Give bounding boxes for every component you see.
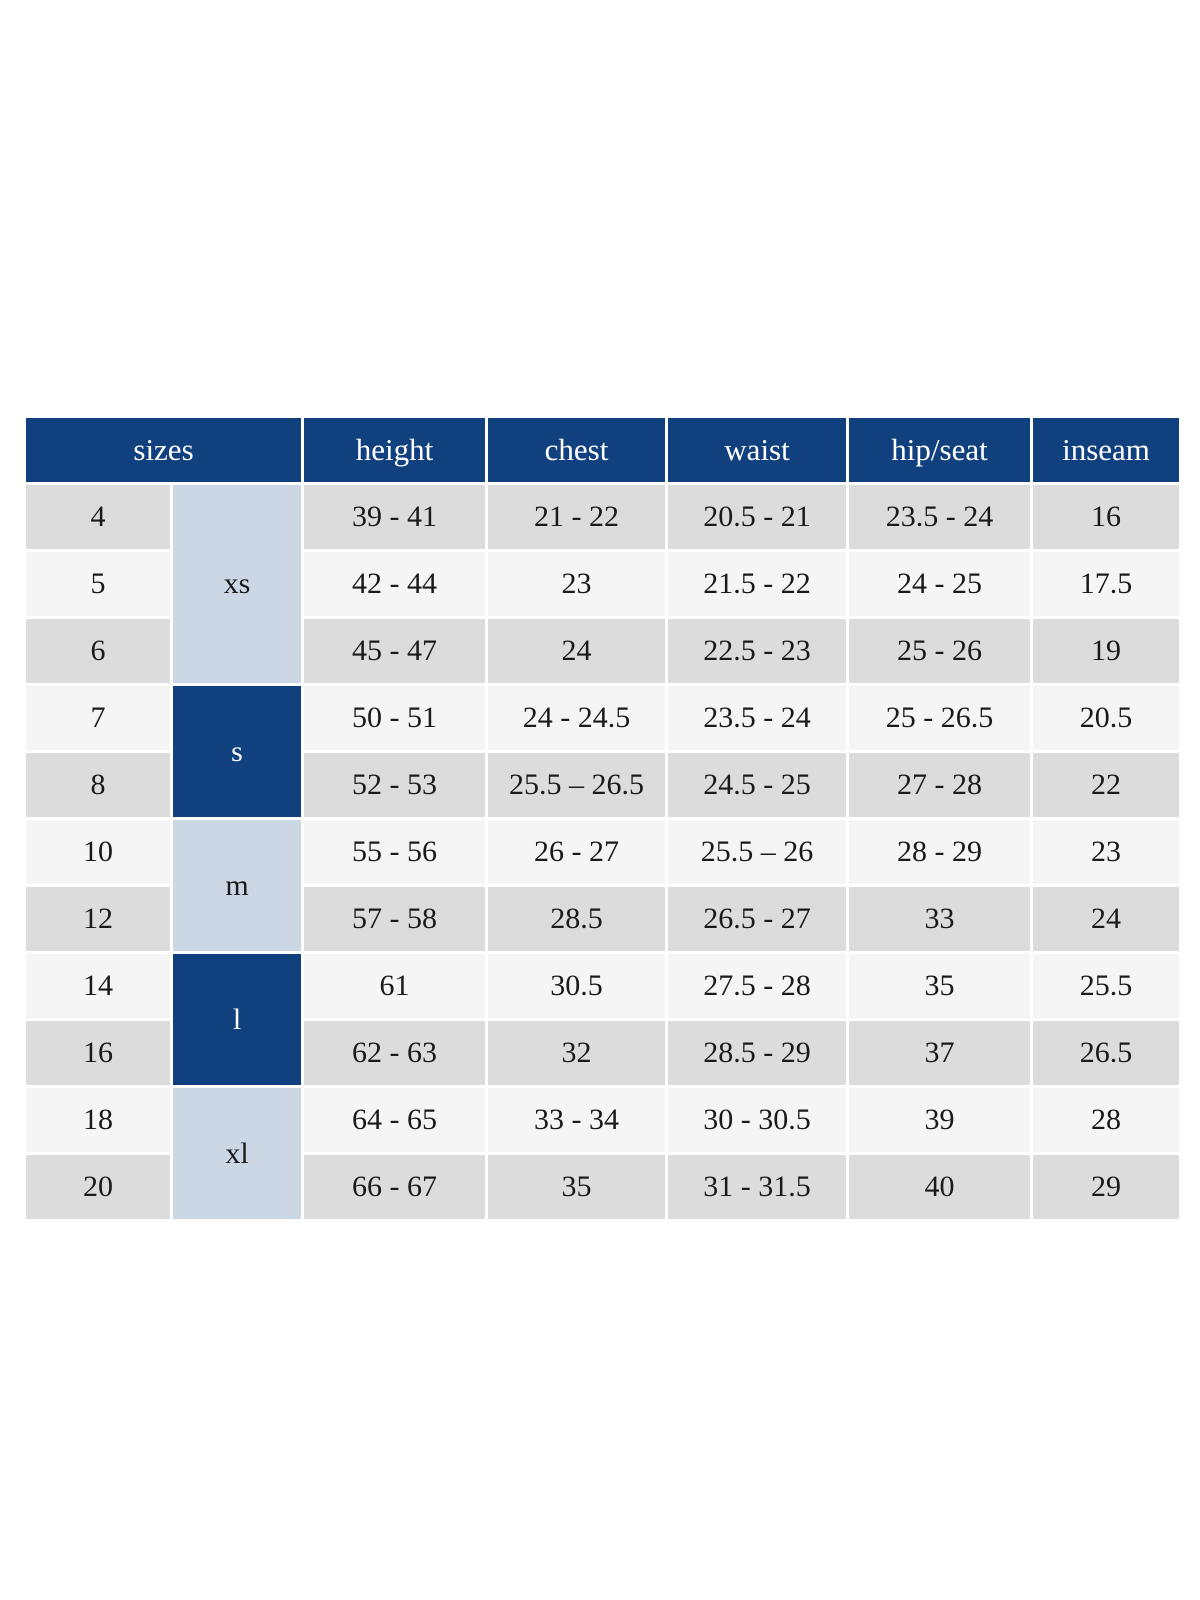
hip-seat-cell: 37 — [846, 1018, 1034, 1088]
size-cell: 4 — [23, 482, 173, 552]
height-cell: 61 — [301, 951, 489, 1021]
waist-cell: 21.5 - 22 — [665, 549, 850, 619]
waist-cell: 20.5 - 21 — [665, 482, 850, 552]
table-row: 10 m 55 - 56 26 - 27 25.5 – 26 28 - 29 2… — [23, 817, 1183, 954]
waist-cell: 27.5 - 28 — [665, 951, 850, 1021]
inseam-cell: 20.5 — [1030, 683, 1183, 753]
inseam-cell: 22 — [1030, 750, 1183, 820]
chest-cell: 24 - 24.5 — [485, 683, 669, 753]
hip-seat-cell: 28 - 29 — [846, 817, 1034, 887]
height-cell: 50 - 51 — [301, 683, 489, 753]
inseam-cell: 29 — [1030, 1152, 1183, 1222]
size-cell: 6 — [23, 616, 173, 686]
chest-cell: 30.5 — [485, 951, 669, 1021]
height-cell: 66 - 67 — [301, 1152, 489, 1222]
table-row: 12 57 - 58 28.5 26.5 - 27 33 24 — [23, 884, 1183, 954]
hip-seat-cell: 23.5 - 24 — [846, 482, 1034, 552]
hip-seat-cell: 40 — [846, 1152, 1034, 1222]
column-header-chest: chest — [485, 415, 669, 485]
hip-seat-cell: 35 — [846, 951, 1034, 1021]
hip-seat-cell: 25 - 26.5 — [846, 683, 1034, 753]
column-header-hip-seat: hip/seat — [846, 415, 1034, 485]
size-cell: 10 — [23, 817, 173, 887]
size-cell: 18 — [23, 1085, 173, 1155]
waist-cell: 30 - 30.5 — [665, 1085, 850, 1155]
size-cell: 20 — [23, 1152, 173, 1222]
table-row: 5 42 - 44 23 21.5 - 22 24 - 25 17.5 — [23, 549, 1183, 619]
inseam-cell: 19 — [1030, 616, 1183, 686]
hip-seat-cell: 39 — [846, 1085, 1034, 1155]
waist-cell: 24.5 - 25 — [665, 750, 850, 820]
hip-seat-cell: 33 — [846, 884, 1034, 954]
inseam-cell: 26.5 — [1030, 1018, 1183, 1088]
chest-cell: 25.5 – 26.5 — [485, 750, 669, 820]
inseam-cell: 17.5 — [1030, 549, 1183, 619]
table-row: 20 66 - 67 35 31 - 31.5 40 29 — [23, 1152, 1183, 1222]
waist-cell: 25.5 – 26 — [665, 817, 850, 887]
height-cell: 55 - 56 — [301, 817, 489, 887]
waist-cell: 23.5 - 24 — [665, 683, 850, 753]
inseam-cell: 24 — [1030, 884, 1183, 954]
chest-cell: 32 — [485, 1018, 669, 1088]
hip-seat-cell: 27 - 28 — [846, 750, 1034, 820]
table-row: 16 62 - 63 32 28.5 - 29 37 26.5 — [23, 1018, 1183, 1088]
size-cell: 14 — [23, 951, 173, 1021]
column-header-inseam: inseam — [1030, 415, 1183, 485]
size-cell: 12 — [23, 884, 173, 954]
height-cell: 62 - 63 — [301, 1018, 489, 1088]
chest-cell: 35 — [485, 1152, 669, 1222]
chest-cell: 28.5 — [485, 884, 669, 954]
size-group-cell-m: m — [169, 817, 305, 954]
inseam-cell: 16 — [1030, 482, 1183, 552]
waist-cell: 22.5 - 23 — [665, 616, 850, 686]
waist-cell: 28.5 - 29 — [665, 1018, 850, 1088]
table-row: 18 xl 64 - 65 33 - 34 30 - 30.5 39 28 — [23, 1085, 1183, 1222]
chest-cell: 21 - 22 — [485, 482, 669, 552]
size-group-cell-xl: xl — [169, 1085, 305, 1222]
table-row: 7 s 50 - 51 24 - 24.5 23.5 - 24 25 - 26.… — [23, 683, 1183, 820]
column-header-sizes: sizes — [22, 415, 305, 485]
chest-cell: 24 — [485, 616, 669, 686]
size-group-cell-s: s — [169, 683, 305, 820]
inseam-cell: 25.5 — [1030, 951, 1183, 1021]
inseam-cell: 23 — [1030, 817, 1183, 887]
waist-cell: 26.5 - 27 — [665, 884, 850, 954]
table-row: 14 l 61 30.5 27.5 - 28 35 25.5 — [23, 951, 1183, 1088]
header-row: sizes height chest waist hip/seat inseam — [22, 415, 1183, 485]
size-cell: 5 — [23, 549, 173, 619]
waist-cell: 31 - 31.5 — [665, 1152, 850, 1222]
size-cell: 7 — [23, 683, 173, 753]
size-group-cell-xs: xs — [169, 482, 305, 686]
height-cell: 39 - 41 — [301, 482, 489, 552]
size-group-cell-l: l — [169, 951, 305, 1088]
size-cell: 8 — [23, 750, 173, 820]
hip-seat-cell: 25 - 26 — [846, 616, 1034, 686]
height-cell: 52 - 53 — [301, 750, 489, 820]
height-cell: 42 - 44 — [301, 549, 489, 619]
chest-cell: 26 - 27 — [485, 817, 669, 887]
column-header-height: height — [301, 415, 489, 485]
column-header-waist: waist — [665, 415, 850, 485]
chest-cell: 33 - 34 — [485, 1085, 669, 1155]
hip-seat-cell: 24 - 25 — [846, 549, 1034, 619]
height-cell: 57 - 58 — [301, 884, 489, 954]
inseam-cell: 28 — [1030, 1085, 1183, 1155]
table-row: 8 52 - 53 25.5 – 26.5 24.5 - 25 27 - 28 … — [23, 750, 1183, 820]
chest-cell: 23 — [485, 549, 669, 619]
size-cell: 16 — [23, 1018, 173, 1088]
table-row: 4 xs 39 - 41 21 - 22 20.5 - 21 23.5 - 24… — [23, 482, 1183, 686]
height-cell: 64 - 65 — [301, 1085, 489, 1155]
table-row: 6 45 - 47 24 22.5 - 23 25 - 26 19 — [23, 616, 1183, 686]
size-chart-table: sizes height chest waist hip/seat inseam… — [22, 415, 1183, 1222]
height-cell: 45 - 47 — [301, 616, 489, 686]
